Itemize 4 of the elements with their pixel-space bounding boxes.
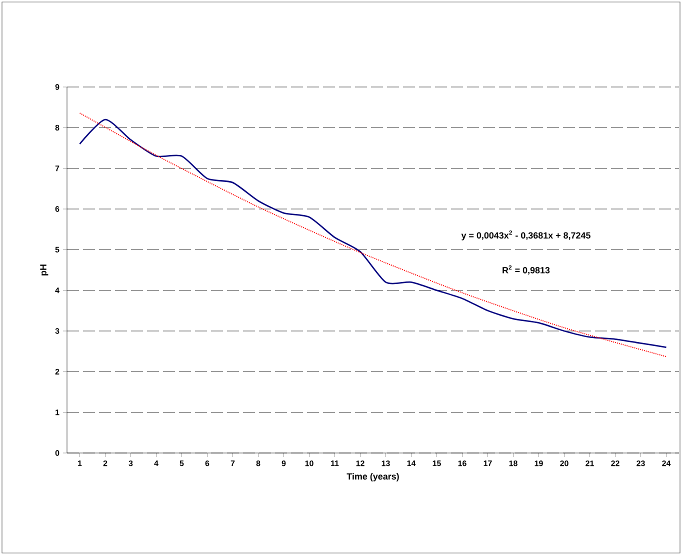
- annotation: R$^{2}$ = 0,9813: [502, 265, 550, 275]
- annotation: y = 0,0043x$^{2}$ - 0,3681x + 8,7245: [461, 230, 590, 240]
- y-axis-title: pH: [40, 264, 48, 276]
- x-axis-title: Time (years): [346, 473, 399, 482]
